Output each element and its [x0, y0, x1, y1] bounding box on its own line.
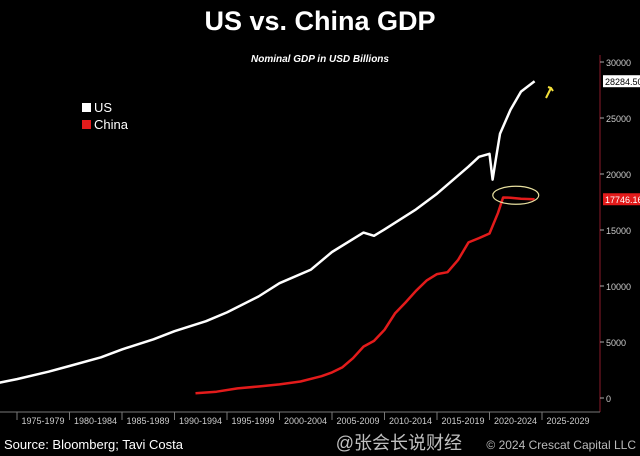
series-line-us: [0, 80, 536, 384]
legend: US China: [82, 99, 128, 133]
highlight-ellipse: [492, 185, 540, 205]
x-tick-label: 1980-1984: [74, 416, 117, 426]
y-tick-label: 30000: [606, 58, 631, 68]
x-tick-label: 1975-1979: [21, 416, 64, 426]
x-tick-label: 2005-2009: [336, 416, 379, 426]
watermark: @张会长说财经: [335, 433, 462, 453]
y-tick-label: 15000: [606, 226, 631, 236]
legend-item-us: US: [82, 99, 128, 116]
copyright: © 2024 Crescat Capital LLC: [486, 438, 636, 452]
x-tick-label: 2000-2004: [284, 416, 327, 426]
x-tick-label: 2015-2019: [441, 416, 484, 426]
up-arrow-icon: [545, 86, 554, 99]
legend-label-us: US: [94, 100, 113, 115]
source-note: Source: Bloomberg; Tavi Costa: [4, 437, 183, 452]
chart-title: US vs. China GDP: [204, 6, 436, 36]
legend-swatch-us: [82, 103, 91, 112]
x-tick-label: 2020-2024: [494, 416, 537, 426]
x-tick-label: 2025-2029: [546, 416, 589, 426]
last-value-box-us: [603, 75, 640, 88]
chart-subtitle: Nominal GDP in USD Billions: [251, 54, 389, 65]
x-tick-label: 2010-2014: [389, 416, 432, 426]
x-tick-label: 1990-1994: [179, 416, 222, 426]
x-tick-label: 1995-1999: [231, 416, 274, 426]
legend-swatch-china: [82, 120, 91, 129]
legend-item-china: China: [82, 116, 128, 133]
last-value-label-us: 28284.50: [605, 77, 640, 87]
y-tick-label: 5000: [606, 338, 626, 348]
y-tick-label: 10000: [606, 282, 631, 292]
series-line-china: [195, 196, 535, 395]
legend-label-china: China: [94, 117, 128, 132]
y-tick-label: 0: [606, 394, 611, 404]
y-tick-label: 20000: [606, 170, 631, 180]
x-tick-label: 1985-1989: [126, 416, 169, 426]
y-tick-label: 25000: [606, 114, 631, 124]
last-value-label-china: 17746.16: [605, 195, 640, 205]
last-value-box-china: [603, 193, 640, 206]
